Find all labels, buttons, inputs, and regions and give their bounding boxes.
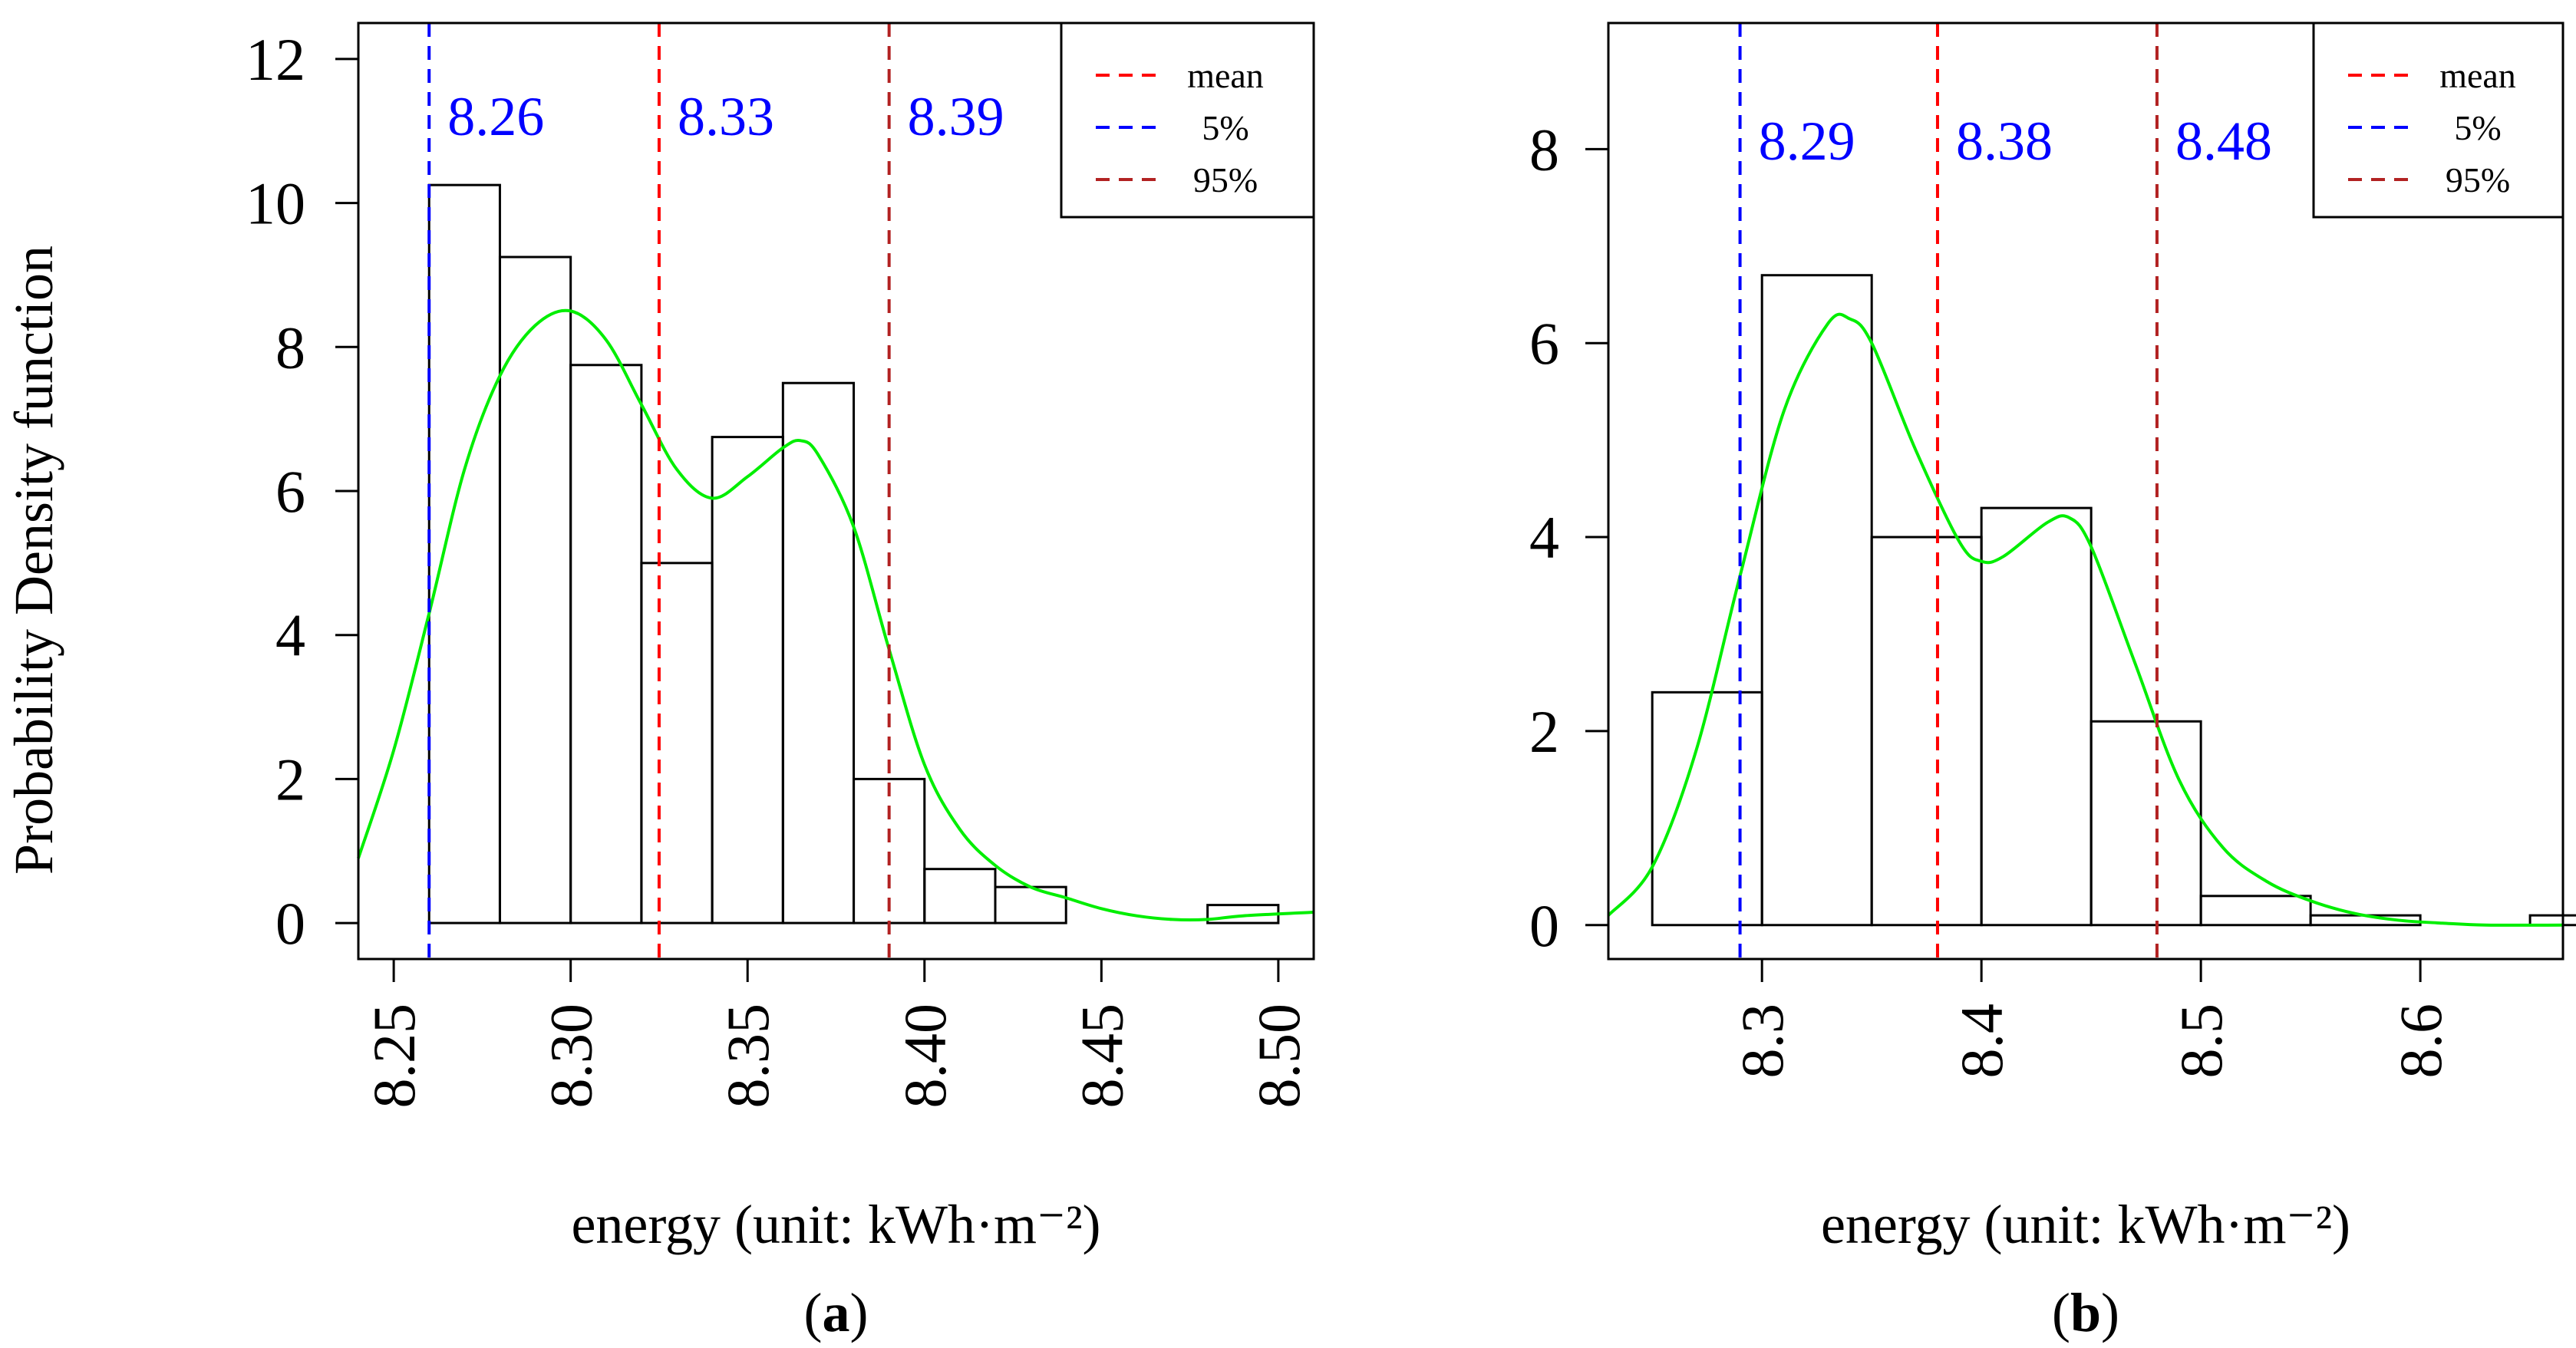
- panel-letter: a: [823, 1282, 850, 1343]
- histogram-bar: [781, 381, 856, 924]
- legend-label: 95%: [2446, 160, 2510, 199]
- vline-value-label: 8.29: [1759, 110, 1855, 172]
- y-tick-label: 10: [246, 170, 305, 237]
- histogram-bar: [1980, 506, 2093, 927]
- x-tick-label: 8.25: [361, 1004, 427, 1109]
- y-tick-label: 4: [1529, 504, 1559, 571]
- y-tick-label: 12: [246, 26, 305, 93]
- histogram-bar: [1760, 274, 1873, 927]
- y-tick-label: 4: [275, 602, 305, 669]
- x-tick-label: 8.40: [892, 1004, 958, 1109]
- histogram-bar: [427, 183, 501, 924]
- histogram-bar: [640, 562, 714, 924]
- vline-value-label: 8.39: [908, 86, 1004, 147]
- legend-label: mean: [1187, 56, 1264, 95]
- x-axis-title: energy (unit: kWh·m⁻²): [1821, 1194, 2350, 1255]
- legend-box: [1060, 21, 1315, 219]
- y-tick-label: 8: [275, 314, 305, 381]
- vline-value-label: 8.48: [2175, 110, 2272, 172]
- density-curve: [1607, 312, 2564, 927]
- y-tick-label: 2: [275, 746, 305, 812]
- histogram-bar: [2199, 895, 2312, 927]
- x-tick-label: 8.4: [1948, 1004, 2015, 1079]
- legend-label: mean: [2439, 56, 2516, 95]
- y-tick-label: 0: [1529, 892, 1559, 959]
- y-axis-title: Probability Density function: [3, 246, 64, 875]
- plot-frame: [1607, 21, 2564, 961]
- histogram-bar: [2528, 914, 2576, 927]
- x-tick-label: 8.3: [1729, 1004, 1796, 1079]
- legend-label: 5%: [2454, 108, 2501, 147]
- panel-b: 8.29 8.38 8.48 0 2 4 6 8 8.3 8.4 8.5 8.6 mean 5% 95% en…: [1529, 21, 2576, 1343]
- histogram-bar: [711, 436, 784, 924]
- x-axis-title: energy (unit: kWh·m⁻²): [571, 1194, 1100, 1255]
- x-tick-label: 8.6: [2387, 1004, 2454, 1079]
- histogram-bar: [1870, 536, 1983, 927]
- y-tick-label: 2: [1529, 698, 1559, 765]
- histogram-bar: [923, 868, 997, 924]
- x-tick-label: 8.5: [2168, 1004, 2235, 1079]
- vline-value-label: 8.38: [1956, 110, 2053, 172]
- y-tick-label: 6: [1529, 310, 1559, 377]
- x-tick-label: 8.35: [714, 1004, 781, 1109]
- histogram-bar: [569, 364, 643, 924]
- legend-label: 95%: [1193, 160, 1258, 199]
- density-curve: [357, 308, 1314, 921]
- vline-value-label: 8.26: [447, 86, 544, 147]
- panel-label: (b): [2052, 1282, 2119, 1343]
- y-tick-label: 8: [1529, 116, 1559, 183]
- histogram-bar: [2089, 720, 2202, 927]
- panel-letter: b: [2070, 1282, 2101, 1343]
- x-tick-label: 8.45: [1068, 1004, 1135, 1109]
- legend-box: [2312, 21, 2564, 219]
- x-tick-label: 8.30: [538, 1004, 605, 1109]
- y-tick-label: 0: [275, 890, 305, 957]
- histogram-bar: [994, 885, 1067, 924]
- legend-label: 5%: [1202, 108, 1248, 147]
- panel-label: (a): [804, 1282, 869, 1343]
- histogram-bar: [1651, 690, 1763, 927]
- x-tick-label: 8.50: [1245, 1004, 1312, 1109]
- y-tick-label: 6: [275, 458, 305, 525]
- vline-value-label: 8.33: [678, 86, 774, 147]
- panel-a: 8.26 8.33 8.39 0 2 4 6 8 10 12 8.25 8.30 8.35 8.40 8.4…: [246, 21, 1315, 1343]
